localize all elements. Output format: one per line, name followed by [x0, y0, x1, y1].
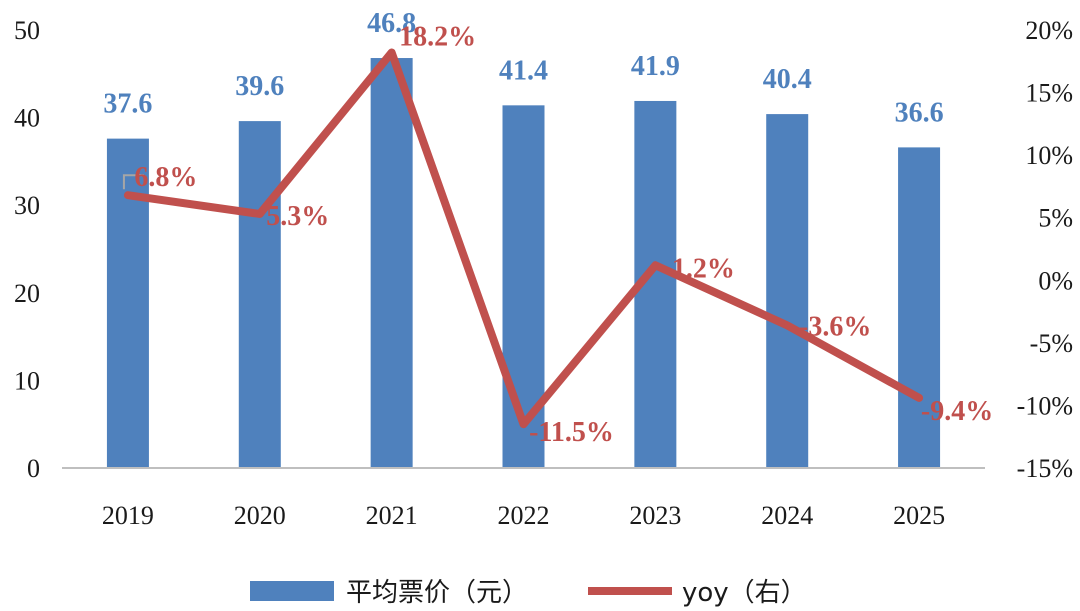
line-label-2019: 6.8%: [134, 162, 197, 193]
bar-label-2019: 37.6: [103, 89, 152, 120]
y-right-tick-10%: 10%: [1025, 141, 1073, 170]
legend-swatch-bar: [250, 581, 334, 601]
yoy-point-2024: [784, 322, 791, 329]
line-data-labels: 6.8% 5.3% 18.2% -11.5% 1.2% -3.6% -9.4%: [134, 22, 993, 449]
x-tick-2019: 2019: [102, 501, 154, 530]
bar-label-2020: 39.6: [235, 71, 284, 102]
y-right-tick-15%: 15%: [1025, 79, 1073, 108]
y-right-tick--10%: -10%: [1017, 391, 1073, 420]
x-tick-2020: 2020: [234, 501, 286, 530]
y-right-tick--15%: -15%: [1017, 454, 1073, 483]
yoy-point-2025: [916, 394, 923, 401]
yoy-point-2022: [520, 421, 527, 428]
legend-label-line: yoy（右）: [682, 578, 807, 608]
yoy-point-2021: [388, 49, 395, 56]
yoy-point-2023: [652, 262, 659, 269]
y-right-tick--5%: -5%: [1030, 329, 1073, 358]
x-tick-2025: 2025: [893, 501, 945, 530]
bar-label-2023: 41.9: [631, 51, 680, 82]
line-label-2023: 1.2%: [672, 253, 735, 284]
legend: 平均票价（元） yoy（右）: [250, 578, 807, 608]
bar-label-2022: 41.4: [499, 55, 548, 86]
y-right-tick-labels: -15% -10% -5% 0% 5% 10% 15% 20%: [1017, 16, 1073, 483]
legend-label-bar: 平均票价（元）: [346, 578, 528, 608]
leader-line-2019: [122, 174, 144, 190]
x-tick-2024: 2024: [761, 501, 813, 530]
y-right-tick-0%: 0%: [1038, 266, 1073, 295]
yoy-point-2019: [124, 192, 131, 199]
y-left-tick-10: 10: [14, 366, 40, 395]
bar-2025: [898, 147, 941, 468]
yoy-point-2020: [256, 210, 263, 217]
bar-2021: [370, 58, 413, 468]
y-left-tick-50: 50: [14, 16, 40, 45]
line-series: [122, 48, 924, 429]
line-label-2024: -3.6%: [799, 311, 871, 342]
bar-label-2025: 36.6: [895, 97, 944, 128]
x-tick-labels: 2019 2020 2021 2022 2023 2024 2025: [102, 501, 945, 530]
line-label-2021: 18.2%: [399, 22, 476, 53]
bar-series: [106, 58, 941, 469]
y-left-tick-0: 0: [27, 454, 40, 483]
bar-label-2024: 40.4: [763, 64, 812, 95]
bar-label-2021: 46.8: [367, 8, 416, 39]
bar-2020: [238, 121, 281, 468]
y-left-tick-labels: 0 10 20 30 40 50: [14, 16, 40, 483]
x-tick-2023: 2023: [629, 501, 681, 530]
y-right-tick-5%: 5%: [1038, 204, 1073, 233]
line-label-2020: 5.3%: [266, 201, 329, 232]
y-left-tick-40: 40: [14, 104, 40, 133]
line-label-2022: -11.5%: [529, 417, 614, 448]
y-left-tick-20: 20: [14, 279, 40, 308]
line-label-2025: -9.4%: [921, 396, 993, 427]
y-right-tick-20%: 20%: [1025, 16, 1073, 45]
bar-data-labels: 37.6 39.6 46.8 41.4 41.9 40.4 36.6: [103, 8, 943, 128]
y-left-tick-30: 30: [14, 191, 40, 220]
bar-2024: [766, 114, 809, 468]
x-tick-2021: 2021: [366, 501, 418, 530]
x-tick-2022: 2022: [498, 501, 550, 530]
